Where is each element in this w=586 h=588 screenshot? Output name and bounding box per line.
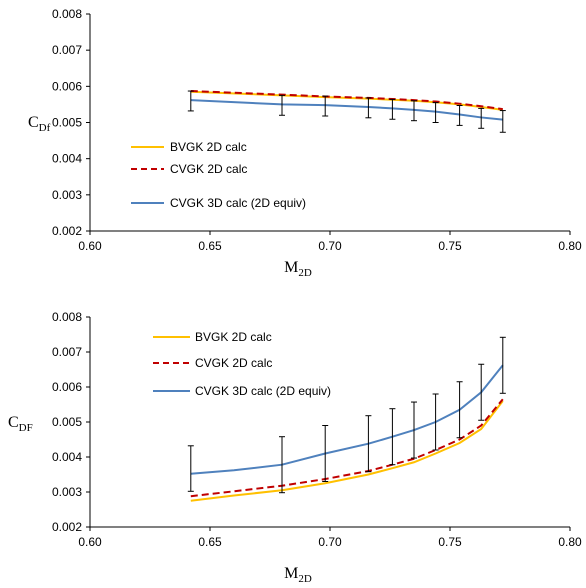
x-tick-label: 0.65 bbox=[198, 239, 222, 253]
legend-label-2: CVGK 2D calc bbox=[195, 356, 272, 370]
y-tick-label: 0.003 bbox=[52, 485, 82, 499]
y-tick-label: 0.008 bbox=[52, 310, 82, 324]
y-tick-label: 0.002 bbox=[52, 224, 82, 238]
x-tick-label: 0.60 bbox=[78, 239, 102, 253]
error-bar bbox=[478, 363, 485, 421]
y-axis-title: CDF bbox=[8, 414, 33, 434]
y-tick-label: 0.004 bbox=[52, 450, 82, 464]
legend-label-3: CVGK 3D calc (2D equiv) bbox=[170, 196, 306, 210]
error-bar bbox=[365, 415, 372, 473]
error-bar bbox=[456, 381, 463, 439]
y-axis-title-subscript: DF bbox=[19, 422, 33, 434]
series-line-3 bbox=[190, 364, 504, 475]
x-tick-label: 0.80 bbox=[558, 239, 582, 253]
error-bar bbox=[432, 393, 439, 451]
legend-label-1: BVGK 2D calc bbox=[170, 140, 247, 154]
error-bar bbox=[279, 436, 285, 494]
x-axis-title: M2D bbox=[284, 565, 312, 585]
y-axis-title-subscript: Df bbox=[39, 122, 51, 134]
y-tick-label: 0.004 bbox=[52, 152, 82, 166]
x-axis-title: M2D bbox=[284, 259, 312, 279]
y-tick-label: 0.007 bbox=[52, 43, 82, 57]
error-bar bbox=[478, 107, 485, 129]
error-bar bbox=[187, 445, 194, 492]
error-bar bbox=[365, 97, 372, 119]
x-axis-title-subscript: 2D bbox=[298, 267, 312, 279]
x-tick-label: 0.70 bbox=[318, 535, 342, 549]
series-line-2 bbox=[190, 90, 503, 111]
legend-label-3: CVGK 3D calc (2D equiv) bbox=[195, 384, 331, 398]
error-bar bbox=[389, 98, 396, 120]
y-axis-title: CDf bbox=[28, 114, 51, 134]
series-line-1 bbox=[190, 90, 503, 111]
chart-1: 0.002 0.003 0.004 0.005 0.006 0.007 0.008 0.60 0… bbox=[28, 7, 582, 279]
series-line-3 bbox=[190, 99, 503, 121]
error-bar bbox=[322, 95, 329, 117]
y-tick-label: 0.003 bbox=[52, 188, 82, 202]
error-bar bbox=[279, 94, 285, 116]
y-tick-label: 0.006 bbox=[52, 79, 82, 93]
y-tick-label: 0.005 bbox=[52, 116, 82, 130]
y-tick-label: 0.007 bbox=[52, 345, 82, 359]
error-bar bbox=[187, 90, 194, 112]
error-bar bbox=[456, 105, 463, 126]
x-tick-label: 0.70 bbox=[318, 239, 342, 253]
error-bar bbox=[389, 408, 396, 466]
legend: BVGK 2D calc CVGK 2D calc CVGK 3D calc (2D… bbox=[153, 330, 331, 398]
legend-label-1: BVGK 2D calc bbox=[195, 330, 272, 344]
x-tick-label: 0.60 bbox=[78, 535, 102, 549]
error-bar bbox=[499, 336, 506, 394]
error-bar bbox=[411, 401, 417, 459]
series-line-1 bbox=[190, 400, 504, 502]
legend: BVGK 2D calc CVGK 2D calc CVGK 3D calc (2D… bbox=[131, 140, 306, 210]
y-tick-label: 0.002 bbox=[52, 520, 82, 534]
chart-2: 0.002 0.003 0.004 0.005 0.006 0.007 0.008 0.60 0… bbox=[8, 310, 582, 585]
x-tick-label: 0.75 bbox=[438, 239, 462, 253]
y-tick-label: 0.008 bbox=[52, 7, 82, 21]
error-bar bbox=[432, 102, 439, 123]
x-axis-title-subscript: 2D bbox=[298, 573, 312, 585]
legend-label-2: CVGK 2D calc bbox=[170, 162, 247, 176]
y-tick-label: 0.006 bbox=[52, 380, 82, 394]
error-bar bbox=[499, 110, 506, 133]
x-tick-label: 0.80 bbox=[558, 535, 582, 549]
x-tick-label: 0.65 bbox=[198, 535, 222, 549]
x-tick-label: 0.75 bbox=[438, 535, 462, 549]
error-bar bbox=[411, 100, 417, 122]
error-bar bbox=[322, 425, 329, 482]
y-tick-label: 0.005 bbox=[52, 415, 82, 429]
